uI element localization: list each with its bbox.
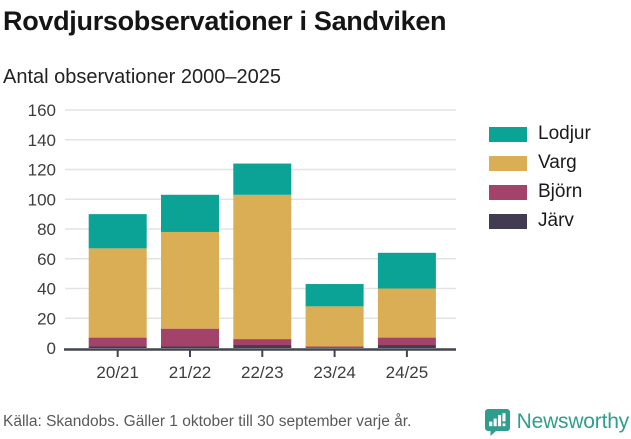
bar-segment — [161, 231, 219, 329]
legend-swatch-lodjur — [489, 126, 527, 142]
bar-segment — [88, 337, 147, 347]
newsworthy-badge-icon — [484, 408, 510, 436]
bar-segment — [377, 337, 436, 346]
y-axis-tick-label: 120 — [28, 161, 56, 180]
bar-segment — [305, 306, 364, 347]
legend-swatch-varg — [489, 155, 527, 171]
legend-item-lodjur: Lodjur — [489, 123, 591, 144]
y-axis-tick-label: 40 — [37, 280, 56, 299]
x-axis-tick-label: 21/22 — [169, 363, 212, 382]
y-axis-tick-label: 80 — [37, 220, 56, 239]
legend-item-varg: Varg — [489, 152, 591, 173]
y-axis-tick-label: 20 — [37, 309, 56, 328]
bar-segment — [377, 288, 436, 338]
bar-segment — [161, 194, 219, 232]
legend-label-varg: Varg — [538, 152, 577, 173]
y-axis-tick-label: 100 — [28, 190, 56, 209]
legend-label-jarv: Järv — [538, 210, 574, 231]
chart-legend: Lodjur Varg Björn Järv — [489, 123, 591, 231]
newsworthy-wordmark: Newsworthy — [516, 409, 630, 433]
bar-segment — [161, 346, 219, 348]
bar-segment — [88, 214, 147, 249]
legend-item-jarv: Järv — [489, 210, 591, 231]
y-axis-tick-label: 140 — [28, 131, 56, 150]
bar-segment — [233, 194, 292, 340]
y-axis-tick-label: 60 — [37, 250, 56, 269]
legend-label-lodjur: Lodjur — [538, 123, 591, 144]
x-axis-tick-label: 22/23 — [241, 363, 284, 382]
source-note: Källa: Skandobs. Gäller 1 oktober till 3… — [3, 412, 412, 430]
bar-segment — [305, 284, 364, 307]
bar-segment — [305, 346, 364, 348]
chart-title: Rovdjursobservationer i Sandviken — [3, 6, 447, 36]
y-axis-tick-label: 0 — [47, 339, 56, 358]
bar-segment — [88, 248, 147, 338]
bar-segment — [161, 328, 219, 347]
legend-swatch-bjorn — [489, 184, 527, 200]
bar-segment — [377, 252, 436, 289]
bar-segment — [233, 163, 292, 195]
x-axis-tick-label: 24/25 — [386, 363, 429, 382]
legend-item-bjorn: Björn — [489, 181, 591, 202]
y-axis-tick-label: 160 — [28, 101, 56, 120]
bar-segment — [377, 345, 436, 348]
x-axis-tick-label: 23/24 — [313, 363, 356, 382]
newsworthy-logo[interactable]: Newsworthy — [484, 408, 629, 436]
bar-segment — [233, 339, 292, 346]
x-axis-tick-label: 20/21 — [96, 363, 139, 382]
stacked-bar-chart: 0 20 40 60 80 100 120 140 160 20/21 21/22 22/23 23/2… — [28, 101, 456, 382]
legend-label-bjorn: Björn — [538, 181, 583, 202]
chart-subtitle: Antal observationer 2000–2025 — [3, 66, 281, 88]
legend-swatch-jarv — [489, 213, 527, 229]
bar-segment — [88, 346, 147, 348]
bar-segment — [233, 345, 292, 348]
footer: Källa: Skandobs. Gäller 1 oktober till 3… — [0, 404, 631, 439]
